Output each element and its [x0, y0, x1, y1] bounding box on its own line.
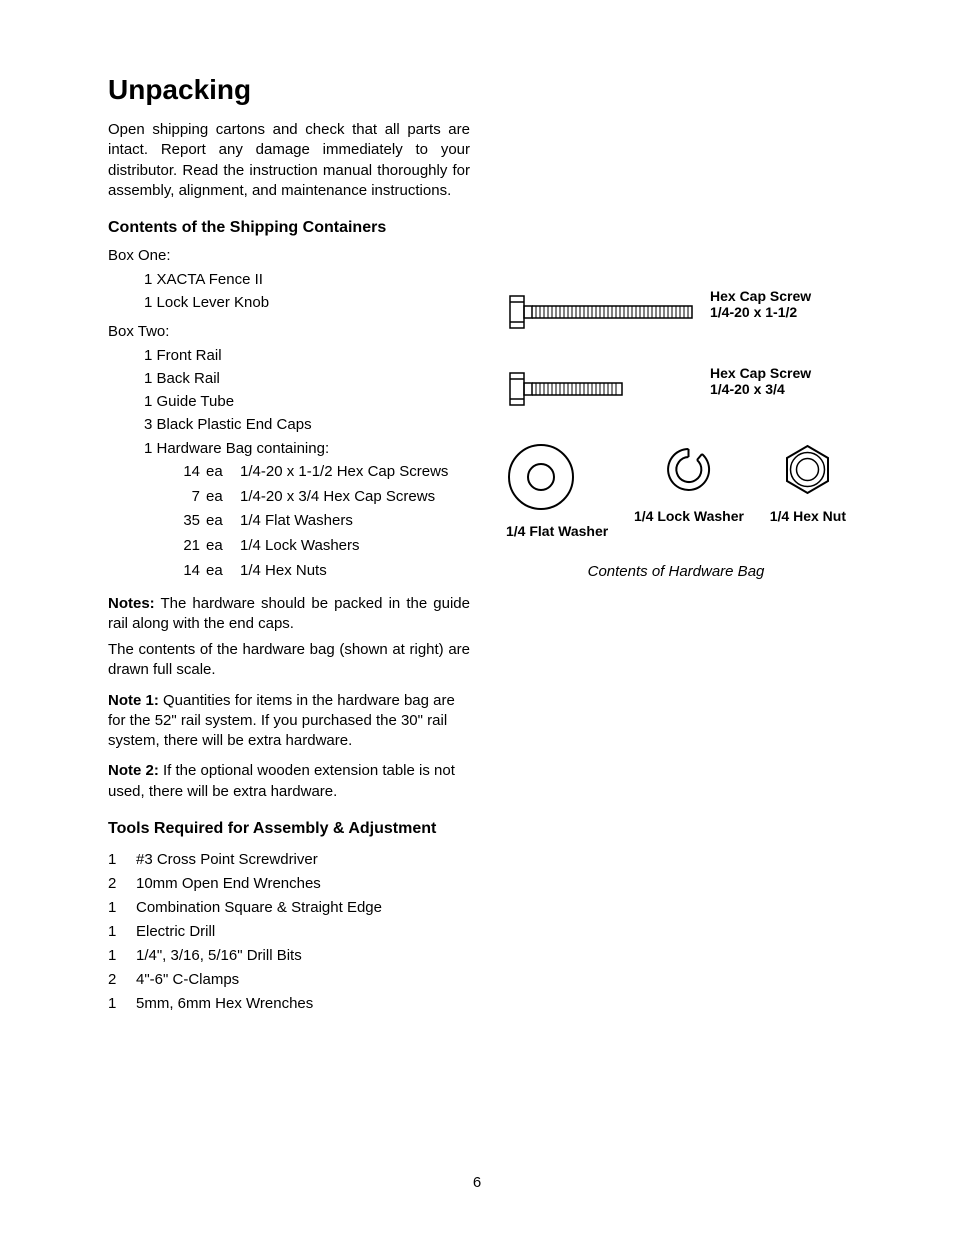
- box1-list: 1 XACTA Fence II 1 Lock Lever Knob: [144, 268, 470, 315]
- figure-screw-long: Hex Cap Screw 1/4-20 x 1-1/2: [506, 288, 846, 341]
- list-item: 1 Hardware Bag containing:: [144, 437, 470, 460]
- hex-nut-icon: [780, 442, 835, 497]
- note1-text: Quantities for items in the hardware bag…: [108, 692, 455, 750]
- tools-heading: Tools Required for Assembly & Adjustment: [108, 820, 470, 838]
- tool-desc: #3 Cross Point Screwdriver: [136, 848, 318, 872]
- notes-paragraph-2: The contents of the hardware bag (shown …: [108, 640, 470, 681]
- page-number: 6: [0, 1174, 954, 1191]
- figure-label: 1/4 Hex Nut: [770, 508, 846, 524]
- hardware-row: 35 ea 1/4 Flat Washers: [164, 509, 470, 534]
- notes-paragraph: Notes: The hardware should be packed in …: [108, 594, 470, 635]
- hardware-qty: 14: [164, 559, 206, 584]
- hardware-desc: 1/4-20 x 3/4 Hex Cap Screws: [240, 485, 435, 510]
- note2-text: If the optional wooden extension table i…: [108, 762, 455, 799]
- lock-washer-icon: [661, 442, 716, 497]
- box1-label: Box One:: [108, 247, 470, 264]
- tool-list: 1 #3 Cross Point Screwdriver 2 10mm Open…: [108, 848, 470, 1016]
- hardware-row: 14 ea 1/4 Hex Nuts: [164, 559, 470, 584]
- figure-lock-washer: 1/4 Lock Washer: [634, 442, 744, 524]
- tool-row: 2 4"-6" C-Clamps: [108, 968, 470, 992]
- hardware-list: 14 ea 1/4-20 x 1-1/2 Hex Cap Screws 7 ea…: [164, 460, 470, 584]
- hardware-desc: 1/4-20 x 1-1/2 Hex Cap Screws: [240, 460, 448, 485]
- right-column: Hex Cap Screw 1/4-20 x 1-1/2 He: [506, 74, 846, 1016]
- hardware-desc: 1/4 Flat Washers: [240, 509, 353, 534]
- tool-row: 2 10mm Open End Wrenches: [108, 872, 470, 896]
- list-item: 3 Black Plastic End Caps: [144, 413, 470, 436]
- figure-label: 1/4 Flat Washer: [506, 523, 608, 539]
- box2-list: 1 Front Rail 1 Back Rail 1 Guide Tube 3 …: [144, 344, 470, 460]
- hardware-unit: ea: [206, 534, 240, 559]
- hardware-unit: ea: [206, 559, 240, 584]
- figure-caption: Contents of Hardware Bag: [506, 563, 846, 580]
- figure-label: Hex Cap Screw: [710, 365, 811, 381]
- note1-paragraph: Note 1: Quantities for items in the hard…: [108, 691, 470, 752]
- note2-paragraph: Note 2: If the optional wooden extension…: [108, 761, 470, 802]
- hardware-desc: 1/4 Lock Washers: [240, 534, 360, 559]
- hardware-unit: ea: [206, 460, 240, 485]
- notes-text: The hardware should be packed in the gui…: [108, 595, 470, 632]
- hardware-row: 7 ea 1/4-20 x 3/4 Hex Cap Screws: [164, 485, 470, 510]
- tool-qty: 1: [108, 848, 136, 872]
- figure-label: 1/4-20 x 3/4: [710, 381, 811, 397]
- hardware-qty: 7: [164, 485, 206, 510]
- tool-desc: 10mm Open End Wrenches: [136, 872, 321, 896]
- note1-label: Note 1:: [108, 692, 159, 709]
- hardware-qty: 14: [164, 460, 206, 485]
- hardware-qty: 35: [164, 509, 206, 534]
- tool-row: 1 Combination Square & Straight Edge: [108, 896, 470, 920]
- note2-label: Note 2:: [108, 762, 159, 779]
- hardware-qty: 21: [164, 534, 206, 559]
- list-item: 1 Guide Tube: [144, 390, 470, 413]
- list-item: 1 Back Rail: [144, 367, 470, 390]
- tool-desc: Electric Drill: [136, 920, 215, 944]
- tool-desc: 1/4", 3/16, 5/16" Drill Bits: [136, 944, 302, 968]
- flat-washer-icon: [506, 442, 576, 512]
- contents-heading: Contents of the Shipping Containers: [108, 219, 470, 237]
- tool-row: 1 Electric Drill: [108, 920, 470, 944]
- hardware-unit: ea: [206, 509, 240, 534]
- tool-qty: 1: [108, 920, 136, 944]
- figure-screw-short: Hex Cap Screw 1/4-20 x 3/4: [506, 365, 846, 418]
- tool-qty: 2: [108, 872, 136, 896]
- tool-row: 1 1/4", 3/16, 5/16" Drill Bits: [108, 944, 470, 968]
- list-item: 1 XACTA Fence II: [144, 268, 470, 291]
- hardware-row: 14 ea 1/4-20 x 1-1/2 Hex Cap Screws: [164, 460, 470, 485]
- tool-desc: 5mm, 6mm Hex Wrenches: [136, 992, 313, 1016]
- figure-small-row: 1/4 Flat Washer 1/4 Lock Washer: [506, 442, 846, 539]
- intro-paragraph: Open shipping cartons and check that all…: [108, 120, 470, 201]
- tool-row: 1 5mm, 6mm Hex Wrenches: [108, 992, 470, 1016]
- figure-flat-washer: 1/4 Flat Washer: [506, 442, 608, 539]
- hardware-row: 21 ea 1/4 Lock Washers: [164, 534, 470, 559]
- tool-qty: 2: [108, 968, 136, 992]
- figure-hex-nut: 1/4 Hex Nut: [770, 442, 846, 524]
- page-title: Unpacking: [108, 74, 470, 106]
- hardware-unit: ea: [206, 485, 240, 510]
- list-item: 1 Lock Lever Knob: [144, 291, 470, 314]
- tool-desc: Combination Square & Straight Edge: [136, 896, 382, 920]
- hex-cap-screw-long-icon: [506, 288, 696, 336]
- left-column: Unpacking Open shipping cartons and chec…: [108, 74, 470, 1016]
- figure-label: Hex Cap Screw: [710, 288, 811, 304]
- figure-label: 1/4-20 x 1-1/2: [710, 304, 811, 320]
- notes-label: Notes:: [108, 595, 155, 612]
- hex-cap-screw-short-icon: [506, 365, 696, 413]
- tool-row: 1 #3 Cross Point Screwdriver: [108, 848, 470, 872]
- tool-qty: 1: [108, 944, 136, 968]
- figure-label: 1/4 Lock Washer: [634, 508, 744, 524]
- list-item: 1 Front Rail: [144, 344, 470, 367]
- box2-label: Box Two:: [108, 323, 470, 340]
- tool-desc: 4"-6" C-Clamps: [136, 968, 239, 992]
- tool-qty: 1: [108, 992, 136, 1016]
- tool-qty: 1: [108, 896, 136, 920]
- hardware-desc: 1/4 Hex Nuts: [240, 559, 327, 584]
